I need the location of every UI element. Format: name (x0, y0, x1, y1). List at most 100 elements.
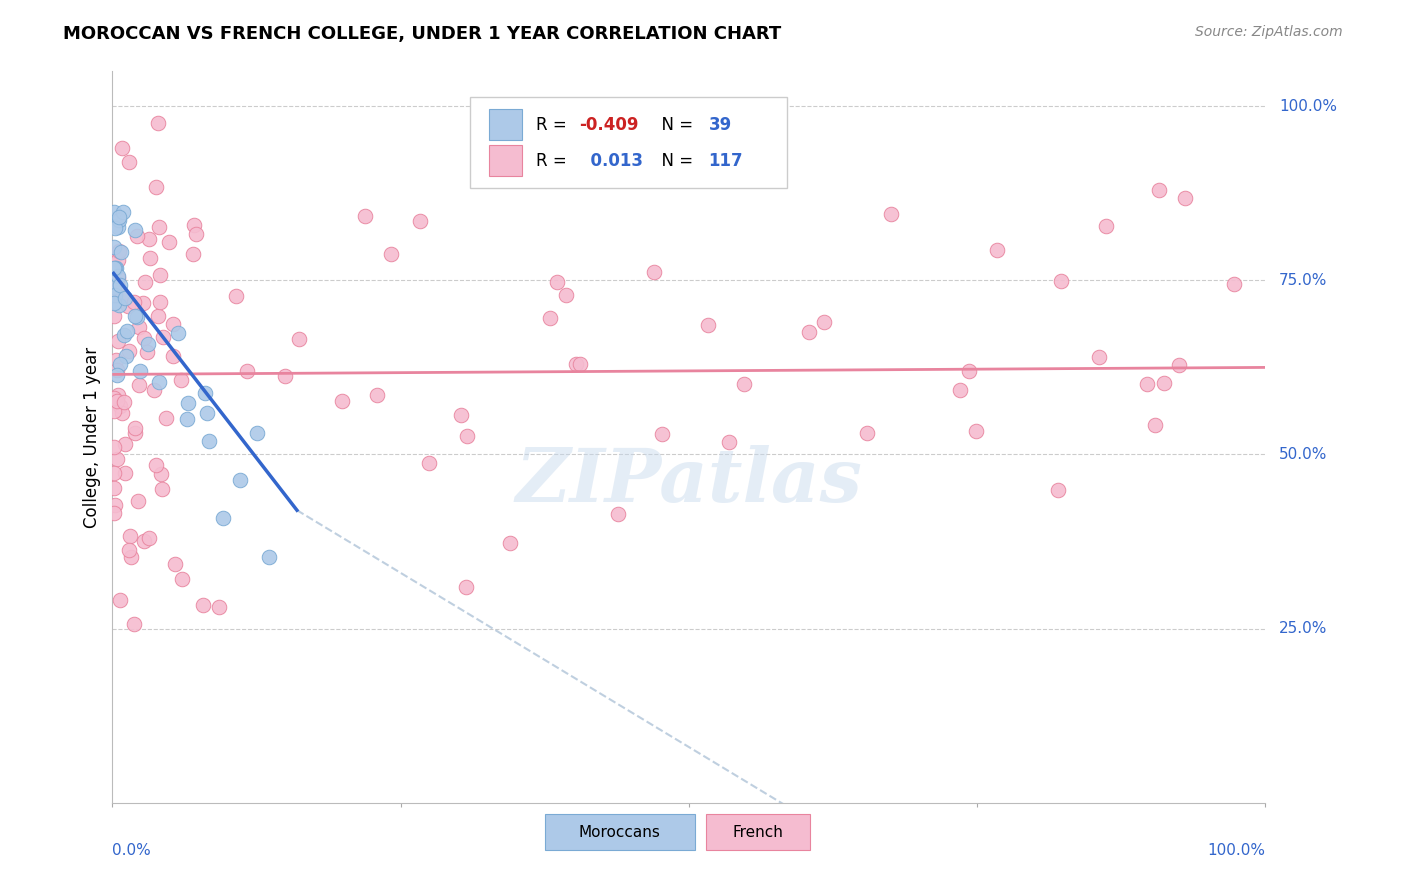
Point (418, 456, 440, 470)
Point (108, 244, 131, 258)
Point (108, 278, 131, 293)
Point (124, 617, 146, 632)
Point (555, 288, 578, 302)
Point (149, 294, 172, 309)
Point (105, 394, 128, 409)
Point (257, 550, 280, 565)
Point (129, 364, 152, 378)
Point (105, 353, 128, 368)
Text: 39: 39 (709, 116, 731, 134)
Point (103, 280, 125, 294)
Point (546, 275, 568, 289)
Point (380, 246, 402, 260)
Point (538, 311, 561, 326)
Point (177, 396, 200, 410)
Point (1167, 358, 1189, 372)
Point (107, 269, 129, 284)
Point (124, 309, 146, 323)
Point (194, 386, 217, 401)
Point (565, 357, 588, 371)
Point (149, 467, 172, 481)
Text: Source: ZipAtlas.com: Source: ZipAtlas.com (1195, 25, 1343, 39)
Point (167, 326, 190, 340)
Text: French: French (733, 824, 783, 839)
Point (103, 391, 125, 405)
Point (208, 599, 231, 614)
Point (145, 180, 167, 194)
Text: 0.013: 0.013 (579, 152, 644, 169)
Point (103, 204, 125, 219)
Point (957, 364, 980, 378)
Point (1144, 418, 1167, 433)
Point (408, 214, 430, 228)
Point (181, 247, 204, 261)
Text: MOROCCAN VS FRENCH COLLEGE, UNDER 1 YEAR CORRELATION CHART: MOROCCAN VS FRENCH COLLEGE, UNDER 1 YEAR… (63, 25, 782, 43)
Point (225, 289, 247, 303)
Point (117, 343, 139, 358)
Text: 25.0%: 25.0% (1279, 621, 1327, 636)
Point (103, 466, 125, 480)
Point (228, 473, 250, 487)
Point (162, 317, 184, 331)
Point (195, 406, 218, 420)
Text: 100.0%: 100.0% (1208, 843, 1265, 858)
Point (148, 309, 170, 323)
Point (111, 290, 134, 304)
Text: 0.0%: 0.0% (112, 843, 152, 858)
Point (184, 227, 207, 242)
Point (569, 357, 592, 371)
Point (1153, 376, 1175, 391)
Text: R =: R = (536, 152, 572, 169)
Bar (489, 110, 522, 140)
Text: 75.0%: 75.0% (1279, 273, 1327, 288)
FancyBboxPatch shape (706, 814, 810, 850)
Point (138, 231, 160, 245)
Point (1174, 191, 1197, 205)
Point (880, 207, 903, 221)
Point (105, 278, 128, 293)
Text: N =: N = (651, 152, 699, 169)
Text: 50.0%: 50.0% (1279, 447, 1327, 462)
Text: ZIPatlas: ZIPatlas (516, 445, 862, 517)
Point (104, 288, 127, 302)
Point (118, 543, 141, 558)
Point (456, 429, 478, 443)
Point (127, 494, 149, 508)
Point (949, 383, 972, 397)
Point (135, 345, 157, 359)
Point (155, 411, 177, 425)
Point (127, 228, 149, 243)
Point (152, 330, 174, 344)
Point (117, 299, 139, 313)
Point (104, 260, 127, 275)
Point (103, 498, 125, 512)
Point (103, 296, 125, 310)
Point (103, 506, 125, 520)
Point (1047, 483, 1070, 497)
Point (103, 440, 125, 454)
Point (107, 220, 129, 235)
Point (108, 593, 131, 607)
Point (191, 599, 214, 613)
Text: -0.409: -0.409 (579, 116, 638, 134)
Point (107, 271, 129, 285)
Point (499, 536, 522, 550)
Point (366, 388, 388, 402)
Point (651, 427, 673, 442)
Point (145, 458, 167, 473)
Point (212, 511, 235, 525)
Point (717, 435, 740, 450)
Point (117, 324, 139, 338)
Point (103, 250, 125, 264)
Point (134, 275, 156, 289)
Point (733, 376, 755, 391)
Point (235, 364, 257, 378)
Point (103, 481, 125, 495)
Point (103, 286, 125, 301)
Point (139, 251, 162, 265)
Point (157, 235, 180, 249)
Point (149, 268, 172, 283)
Point (148, 376, 170, 390)
Point (117, 155, 139, 169)
Point (104, 261, 127, 276)
